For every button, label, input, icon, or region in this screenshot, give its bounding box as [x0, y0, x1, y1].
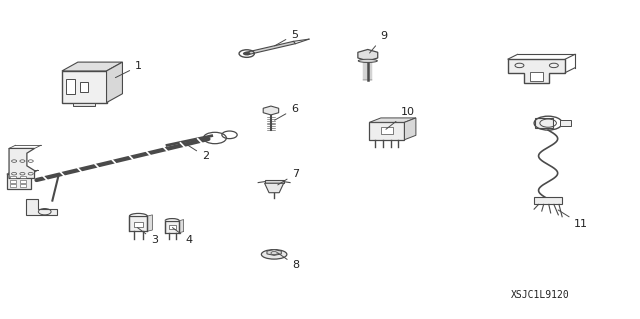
Bar: [134, 222, 143, 227]
Polygon shape: [267, 249, 282, 255]
Ellipse shape: [358, 59, 378, 63]
Polygon shape: [106, 62, 122, 103]
Circle shape: [243, 52, 250, 56]
Text: 9: 9: [369, 31, 387, 53]
Polygon shape: [358, 49, 378, 61]
Bar: [20, 176, 26, 178]
Polygon shape: [404, 118, 416, 140]
Polygon shape: [264, 183, 284, 193]
Bar: [10, 180, 16, 182]
Polygon shape: [246, 41, 296, 55]
Text: 4: 4: [172, 227, 193, 245]
Bar: [559, 120, 571, 126]
Bar: [531, 72, 543, 81]
Polygon shape: [147, 215, 152, 231]
Text: 2: 2: [186, 144, 209, 161]
Bar: [67, 79, 76, 94]
Polygon shape: [508, 59, 565, 83]
Text: 3: 3: [138, 227, 158, 245]
Text: 11: 11: [558, 210, 588, 229]
Polygon shape: [369, 118, 416, 122]
Text: 5: 5: [275, 30, 298, 46]
Bar: [165, 221, 179, 233]
Bar: [81, 82, 88, 92]
Polygon shape: [26, 199, 58, 215]
Text: 7: 7: [278, 169, 300, 185]
Text: 6: 6: [275, 104, 298, 120]
Polygon shape: [9, 148, 35, 178]
Ellipse shape: [261, 250, 287, 259]
Polygon shape: [179, 219, 184, 233]
Bar: [20, 180, 26, 182]
Text: 10: 10: [386, 107, 415, 129]
Bar: [7, 174, 31, 189]
Bar: [10, 184, 16, 187]
Bar: [534, 197, 562, 204]
Polygon shape: [263, 106, 278, 115]
Bar: [369, 122, 404, 140]
Bar: [264, 180, 284, 183]
Bar: [20, 184, 26, 187]
Bar: [62, 71, 106, 103]
Bar: [129, 216, 147, 231]
Text: XSJC1L9120: XSJC1L9120: [511, 291, 569, 300]
Bar: [73, 103, 95, 106]
Text: 1: 1: [115, 61, 142, 78]
Bar: [169, 226, 175, 229]
Bar: [10, 176, 16, 178]
Bar: [381, 127, 394, 134]
Text: 8: 8: [278, 253, 300, 271]
Polygon shape: [62, 62, 122, 71]
Bar: [536, 118, 553, 128]
